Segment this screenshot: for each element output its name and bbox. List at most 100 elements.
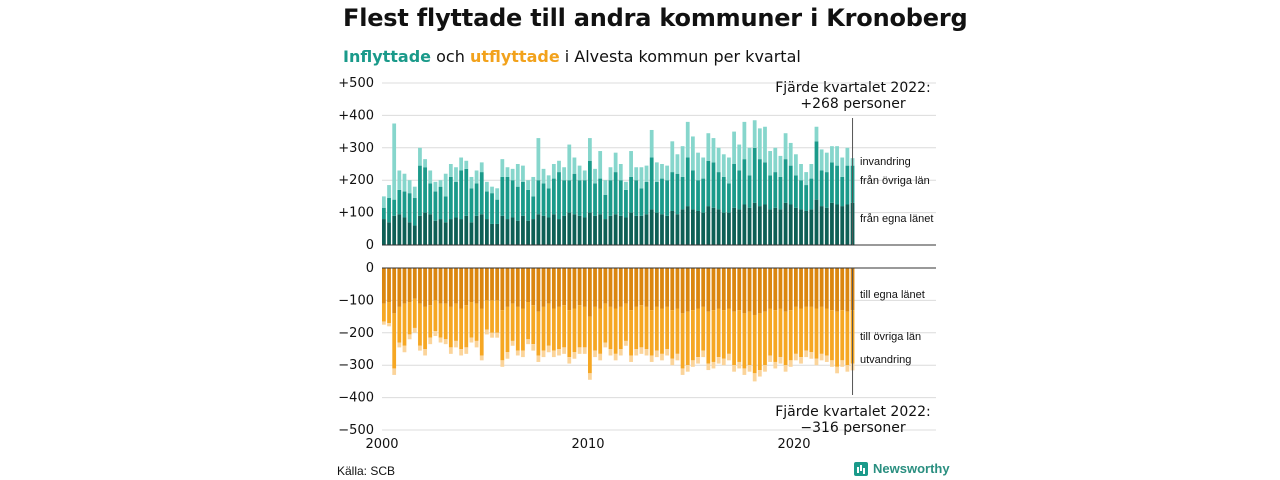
bar-in-ovriga bbox=[531, 196, 536, 220]
bar-in-ovriga bbox=[582, 180, 587, 218]
bar-in-ovriga bbox=[423, 167, 427, 213]
bar-in-ovriga bbox=[639, 188, 644, 216]
bar-out-ovriga bbox=[382, 303, 386, 322]
bar-out-ovriga bbox=[613, 308, 618, 354]
bar-out-ovriga bbox=[418, 303, 422, 346]
y-tick-label-top: +300 bbox=[338, 141, 374, 156]
bar-in-egna bbox=[727, 212, 731, 245]
bar-in-ovriga bbox=[551, 178, 556, 215]
bar-out-utvandring bbox=[629, 355, 633, 362]
bar-in-egna bbox=[665, 215, 670, 245]
bar-in-invandring bbox=[721, 154, 726, 177]
bar-in-egna bbox=[505, 219, 510, 245]
bar-in-invandring bbox=[809, 164, 814, 179]
bar-in-ovriga bbox=[608, 180, 613, 216]
bar-in-egna bbox=[685, 206, 690, 245]
bar-in-ovriga bbox=[402, 191, 407, 218]
bar-out-egna bbox=[392, 268, 397, 314]
bar-out-utvandring bbox=[567, 357, 572, 364]
bar-in-egna bbox=[567, 212, 572, 245]
bar-out-utvandring bbox=[794, 353, 798, 361]
bar-in-egna bbox=[721, 212, 726, 245]
bar-out-utvandring bbox=[716, 357, 721, 364]
bar-out-ovriga bbox=[567, 310, 572, 358]
bar-out-utvandring bbox=[382, 321, 386, 325]
y-tick-label-bottom: −500 bbox=[338, 423, 374, 438]
axes bbox=[382, 118, 936, 395]
bar-out-utvandring bbox=[711, 361, 716, 369]
bar-in-invandring bbox=[629, 151, 633, 177]
bar-in-ovriga bbox=[448, 176, 453, 220]
bar-in-egna bbox=[541, 215, 546, 245]
bar-in-egna bbox=[454, 217, 458, 245]
series-label-inflow: från egna länet bbox=[860, 213, 933, 225]
bar-in-egna bbox=[737, 209, 742, 245]
bar-out-egna bbox=[629, 268, 633, 311]
annotation-top: +268 personer bbox=[800, 96, 906, 112]
bar-out-ovriga bbox=[804, 306, 809, 351]
bar-out-ovriga bbox=[742, 313, 747, 369]
bar-in-egna bbox=[402, 217, 407, 245]
bar-out-utvandring bbox=[665, 349, 670, 356]
bar-out-ovriga bbox=[387, 302, 391, 324]
bar-out-ovriga bbox=[727, 308, 731, 354]
bar-in-egna bbox=[495, 223, 500, 245]
bar-in-invandring bbox=[387, 185, 391, 199]
logo-text: Newsworthy bbox=[873, 461, 950, 476]
bar-out-utvandring bbox=[531, 344, 536, 351]
bar-out-ovriga bbox=[392, 313, 397, 369]
bar-in-ovriga bbox=[840, 176, 845, 207]
bar-out-utvandring bbox=[428, 337, 433, 345]
bar-out-ovriga bbox=[660, 308, 664, 354]
bar-out-utvandring bbox=[536, 355, 541, 362]
bar-out-ovriga bbox=[582, 306, 587, 348]
bar-out-ovriga bbox=[737, 310, 742, 362]
bar-in-invandring bbox=[562, 167, 567, 181]
bar-out-utvandring bbox=[809, 352, 814, 359]
series-label-outflow: utvandring bbox=[860, 354, 911, 366]
bar-out-ovriga bbox=[515, 306, 520, 351]
bar-out-ovriga bbox=[541, 306, 546, 351]
bar-in-egna bbox=[562, 215, 567, 245]
bar-out-utvandring bbox=[500, 360, 505, 367]
bar-in-egna bbox=[469, 222, 474, 245]
bar-in-ovriga bbox=[588, 160, 592, 213]
bar-in-invandring bbox=[763, 126, 767, 163]
bar-in-invandring bbox=[660, 164, 664, 179]
bar-in-egna bbox=[572, 214, 577, 245]
bar-out-ovriga bbox=[557, 306, 561, 349]
bar-in-invandring bbox=[464, 160, 469, 169]
bar-in-egna bbox=[639, 215, 644, 245]
bar-in-invandring bbox=[727, 157, 731, 184]
bar-out-ovriga bbox=[505, 306, 510, 353]
bar-out-utvandring bbox=[773, 361, 778, 369]
bar-in-invandring bbox=[824, 152, 829, 173]
bar-in-ovriga bbox=[479, 172, 484, 215]
bar-out-egna bbox=[778, 268, 783, 309]
bar-out-egna bbox=[464, 268, 469, 306]
bar-out-utvandring bbox=[402, 345, 407, 353]
bar-out-egna bbox=[691, 268, 695, 311]
bar-in-ovriga bbox=[814, 141, 819, 200]
bar-out-utvandring bbox=[618, 349, 623, 356]
bar-in-egna bbox=[418, 215, 422, 245]
bar-in-ovriga bbox=[485, 191, 489, 220]
bar-in-egna bbox=[397, 214, 402, 245]
bar-out-ovriga bbox=[531, 305, 536, 345]
bar-in-invandring bbox=[608, 167, 613, 181]
bar-out-ovriga bbox=[680, 313, 685, 369]
bar-in-ovriga bbox=[490, 193, 494, 224]
bar-in-ovriga bbox=[665, 180, 670, 216]
bar-in-ovriga bbox=[464, 168, 469, 216]
bar-in-ovriga bbox=[747, 175, 752, 208]
bar-in-egna bbox=[752, 202, 757, 245]
bar-in-invandring bbox=[654, 162, 659, 182]
bar-in-invandring bbox=[639, 167, 644, 189]
y-tick-label-bottom: −300 bbox=[338, 358, 374, 373]
bar-out-egna bbox=[428, 268, 433, 306]
bar-out-utvandring bbox=[757, 370, 762, 377]
y-tick-label-bottom: 0 bbox=[366, 261, 374, 276]
bar-in-ovriga bbox=[624, 189, 628, 218]
bar-out-egna bbox=[814, 268, 819, 309]
bar-in-egna bbox=[557, 219, 561, 245]
